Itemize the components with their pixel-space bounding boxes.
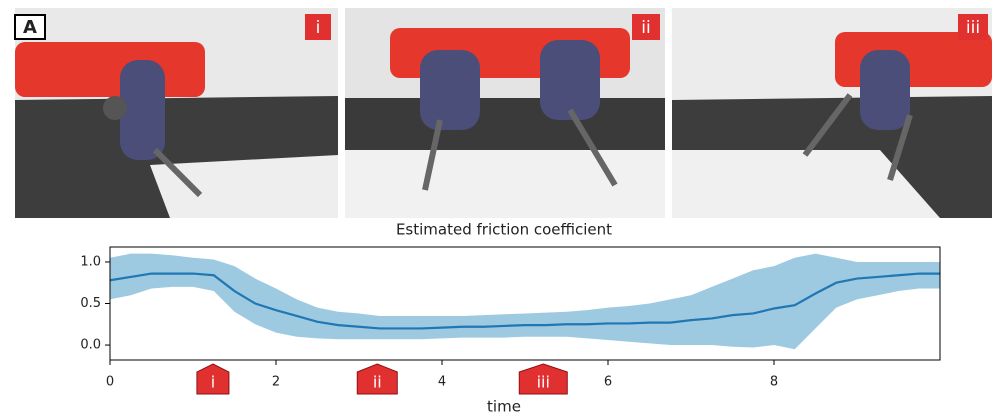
x-axis-label: time bbox=[487, 398, 521, 416]
photo-2 bbox=[345, 8, 665, 218]
x-tick-label: 6 bbox=[604, 375, 612, 390]
y-tick-label: 0.5 bbox=[80, 296, 101, 311]
confidence-band bbox=[110, 254, 940, 350]
photo-tag: ii bbox=[641, 18, 650, 38]
event-label: iii bbox=[537, 373, 550, 392]
y-tick-label: 1.0 bbox=[80, 254, 101, 269]
photo-1 bbox=[15, 8, 338, 218]
photo-3 bbox=[672, 8, 992, 218]
x-tick-label: 2 bbox=[272, 375, 280, 390]
x-tick-label: 0 bbox=[106, 375, 114, 390]
panel-label: A bbox=[23, 17, 37, 38]
x-tick-label: 8 bbox=[770, 375, 778, 390]
photo-tag: iii bbox=[966, 18, 980, 38]
figure: A i ii iii Estimated friction coefficien… bbox=[0, 0, 1000, 417]
event-label: ii bbox=[373, 373, 382, 392]
chart-title: Estimated friction coefficient bbox=[396, 221, 612, 239]
event-label: i bbox=[211, 373, 215, 392]
y-tick-label: 0.0 bbox=[80, 338, 101, 353]
x-tick-label: 4 bbox=[438, 375, 446, 390]
photo-tag: i bbox=[316, 18, 321, 38]
